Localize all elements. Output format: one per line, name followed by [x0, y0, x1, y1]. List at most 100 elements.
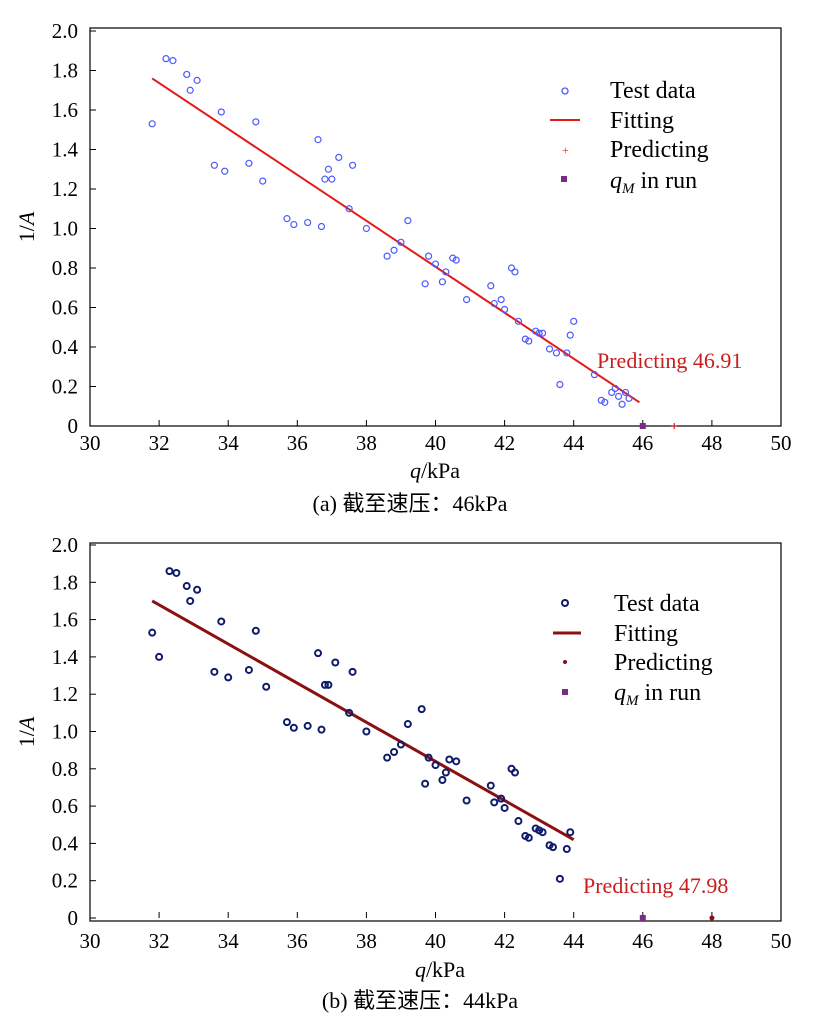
data-point-b [303, 721, 312, 730]
legend-test-marker-b [561, 599, 569, 607]
data-point-a [545, 345, 554, 353]
data-point-a [563, 349, 571, 357]
data-point-b [538, 828, 547, 837]
data-point-b [148, 628, 157, 637]
y-tick-label-a: 0.4 [52, 335, 79, 359]
legend-predict-marker-b [563, 660, 567, 664]
data-point-b [431, 761, 440, 770]
legend-test-label-b: Test data [614, 591, 700, 617]
data-point-b [186, 596, 195, 605]
y-tick-label-b: 1.4 [52, 645, 79, 669]
data-point-b [500, 803, 509, 812]
data-point-b [362, 727, 371, 736]
data-point-a [556, 380, 564, 389]
data-point-a [601, 398, 609, 406]
data-point-a [501, 305, 509, 314]
data-point-b [224, 673, 233, 682]
data-point-b [251, 626, 260, 635]
x-tick-label-a: 38 [356, 431, 377, 455]
data-point-a [210, 161, 218, 169]
x-tick-label-a: 34 [218, 431, 240, 455]
data-point-a [535, 329, 543, 337]
data-point-a [438, 278, 447, 286]
data-point-a [328, 175, 336, 183]
data-point-b [193, 585, 202, 594]
data-point-a [324, 165, 332, 173]
data-point-b [524, 833, 533, 842]
legend-fit-label-b: Fitting [614, 621, 678, 647]
data-point-a [452, 256, 460, 264]
data-point-a [511, 268, 519, 276]
legend-predict-label-a: Predicting [610, 137, 709, 163]
data-point-a [514, 317, 523, 325]
legend-fit-label-a: Fitting [610, 108, 674, 134]
data-point-b [182, 582, 191, 591]
data-point-a [497, 296, 505, 304]
y-tick-label-b: 1.8 [52, 570, 78, 594]
data-point-a [462, 296, 471, 304]
y-tick-label-b: 0 [68, 906, 79, 930]
data-point-b [383, 753, 392, 762]
data-point-a [449, 254, 457, 262]
data-point-a [348, 161, 357, 169]
predicted-marker-b [709, 915, 715, 921]
legend-qm-marker-b [562, 689, 568, 695]
x-tick-label-b: 32 [149, 929, 170, 953]
data-point-b [514, 817, 523, 826]
data-point-b [282, 718, 291, 727]
data-point-a [362, 224, 370, 233]
qm-marker-a [639, 423, 646, 429]
data-point-a [525, 337, 533, 345]
chart-panel-b: 30 32 34 36 38 40 42 44 46 48 50 0 0.2 0.4 0.6 0.8 1.0 1.… [14, 533, 792, 1013]
data-point-b [396, 740, 405, 749]
y-tick-label-b: 0.4 [52, 831, 79, 855]
data-point-b [320, 680, 329, 689]
y-tick-label-b: 1.2 [52, 682, 78, 706]
data-point-a [490, 299, 498, 308]
data-point-a [552, 349, 561, 357]
data-point-b [424, 753, 433, 762]
data-point-a [186, 86, 194, 94]
data-point-b [210, 667, 219, 676]
data-point-b [486, 781, 495, 790]
y-tick-label-a: 0 [68, 414, 79, 438]
y-tick-label-b: 1.6 [52, 608, 78, 632]
data-point-a [283, 215, 291, 223]
x-tick-label-b: 42 [494, 929, 515, 953]
data-point-a [321, 175, 329, 183]
y-tick-label-a: 2.0 [52, 19, 78, 43]
data-point-b [317, 725, 326, 734]
data-point-b [562, 844, 571, 853]
data-point-a [317, 222, 326, 231]
data-point-a [521, 335, 529, 343]
data-point-b [497, 794, 506, 803]
data-point-b [445, 755, 454, 764]
legend-predict-label-b: Predicting [614, 650, 713, 676]
data-point-b [262, 682, 271, 691]
y-tick-label-b: 0.6 [52, 794, 78, 818]
y-tick-label-b: 0.8 [52, 757, 78, 781]
data-point-b [324, 680, 333, 689]
plot-frame-a [89, 27, 782, 427]
predicting-value-label-b: Predicting 47.98 [583, 873, 728, 898]
data-point-a [245, 159, 253, 167]
data-point-a [252, 118, 260, 126]
data-point-a [183, 70, 191, 79]
data-point-a [259, 177, 267, 185]
x-tick-label-a: 44 [563, 431, 585, 455]
data-point-b [348, 667, 357, 676]
x-axis-label-a: q/kPa [410, 458, 460, 483]
data-point-a [421, 280, 429, 288]
data-point-b [490, 798, 499, 807]
data-point-b [314, 649, 323, 658]
data-point-b [289, 723, 298, 732]
legend-a: Test data Fitting + Predicting qM in run [550, 78, 709, 197]
data-point-b [165, 567, 174, 576]
data-point-a [383, 252, 391, 260]
data-point-b [345, 708, 354, 717]
data-point-a [290, 220, 298, 229]
caption-a: (a) 截至速压：46kPa [313, 491, 508, 516]
x-tick-label-a: 32 [149, 431, 170, 455]
data-point-b [403, 720, 412, 729]
